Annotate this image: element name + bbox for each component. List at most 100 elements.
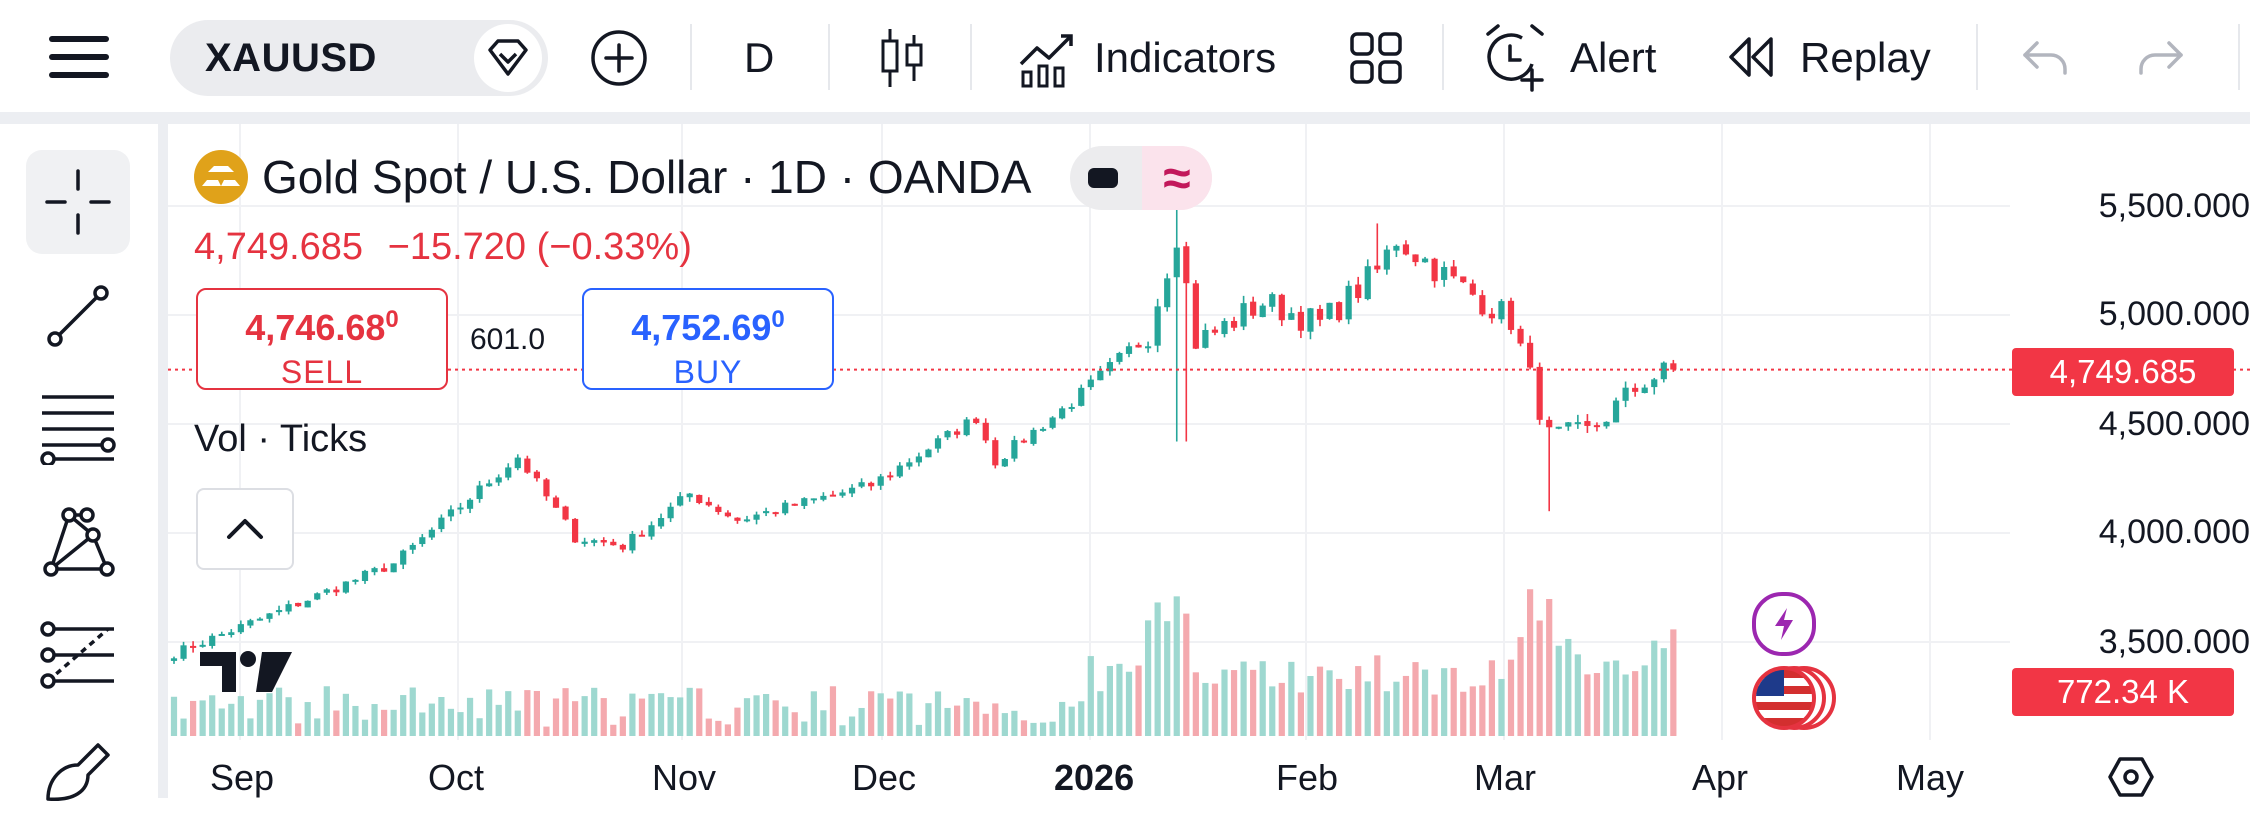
volume-bar	[1059, 701, 1066, 736]
collapse-legend-button[interactable]	[1088, 168, 1118, 188]
replay-label[interactable]: Replay	[1800, 34, 1931, 81]
candle-body	[944, 431, 951, 438]
volume-bar	[581, 696, 588, 736]
volume-bar	[925, 703, 932, 736]
time-axis-label: Apr	[1692, 757, 1749, 798]
volume-bar	[1593, 673, 1601, 736]
symbol-title[interactable]: Gold Spot / U.S. Dollar · 1D · OANDA	[262, 151, 1032, 203]
candle-body	[466, 499, 474, 509]
candle-body	[1421, 258, 1429, 263]
time-axis-label: 2026	[1054, 757, 1135, 798]
lightning-event-button[interactable]	[1752, 592, 1816, 656]
alert-button[interactable]	[1480, 24, 1550, 92]
volume-bar	[591, 687, 598, 736]
candle-body	[524, 458, 531, 473]
candle-body	[705, 501, 712, 506]
candle-body	[495, 477, 502, 483]
economic-events-button[interactable]	[1752, 664, 1836, 730]
candle-body	[1192, 283, 1199, 349]
wave-icon[interactable]: ≈	[1142, 146, 1212, 210]
layouts-button[interactable]	[1346, 28, 1406, 88]
crosshair-tool[interactable]	[26, 150, 130, 254]
price-axis[interactable]: 5,500.000 5,000.000 4,500.000 4,000.000 …	[2010, 124, 2250, 754]
volume-bar	[1364, 681, 1371, 736]
undo-button[interactable]	[2018, 34, 2074, 80]
candle-body	[1364, 266, 1371, 300]
volume-bar	[1145, 620, 1152, 736]
volume-bar	[791, 712, 798, 736]
volume-bar	[1297, 692, 1304, 736]
candle-body	[256, 618, 264, 621]
trend-line-tool[interactable]	[26, 264, 130, 368]
brush-tool[interactable]	[26, 718, 130, 822]
volume-bar	[1049, 721, 1056, 736]
spread-value: 601.0	[470, 323, 546, 356]
gold-bars-icon	[202, 166, 240, 186]
pattern-tool[interactable]	[26, 490, 130, 594]
candle-body	[1250, 301, 1257, 316]
replay-button[interactable]	[1726, 32, 1776, 82]
redo-button[interactable]	[2132, 34, 2188, 80]
volume-bar	[1374, 655, 1381, 736]
volume-bar	[686, 687, 693, 736]
candle-body	[868, 482, 875, 487]
candle-body	[1345, 285, 1352, 320]
volume-bar	[333, 710, 340, 736]
time-axis-label: Oct	[428, 757, 485, 798]
volume-bar	[1154, 602, 1161, 736]
chart-pane[interactable]	[168, 124, 2250, 798]
candle-body	[753, 514, 760, 520]
volume-bar	[1288, 661, 1295, 736]
menu-button[interactable]	[40, 28, 118, 86]
candle-body	[428, 529, 435, 538]
buy-button[interactable]: 4,752.690 BUY	[582, 288, 834, 390]
candle-body	[247, 620, 254, 626]
chart-type-button[interactable]	[876, 26, 928, 90]
volume-bar	[304, 702, 311, 736]
candle-body	[533, 471, 540, 479]
tradingview-logo[interactable]	[196, 646, 296, 701]
volume-bar	[275, 687, 283, 736]
candle-body	[1059, 408, 1066, 419]
sell-button[interactable]: 4,746.680 SELL	[196, 288, 448, 390]
candle-body	[734, 517, 741, 521]
candle-body	[1020, 440, 1028, 443]
volume-bar	[753, 695, 760, 736]
chart-settings-button[interactable]	[2108, 756, 2160, 798]
interval-button[interactable]: D	[744, 34, 775, 81]
symbol-label[interactable]: XAUUSD	[205, 36, 377, 80]
fib-retracement-tool[interactable]	[26, 376, 130, 480]
candle-body	[1507, 300, 1515, 330]
candle-body	[743, 519, 751, 522]
compare-symbol-button[interactable]	[586, 28, 652, 88]
symbol-badge[interactable]	[474, 24, 542, 92]
volume-indicator-label[interactable]: Vol · Ticks	[194, 418, 368, 460]
candle-body	[476, 485, 483, 500]
candle-body	[619, 544, 626, 550]
candle-body	[1622, 387, 1629, 401]
lightning-icon	[1775, 608, 1793, 640]
price-chart[interactable]	[168, 124, 2250, 798]
candle-body	[409, 544, 416, 550]
sell-price-main: 4,746.68	[245, 307, 386, 348]
candle-body	[1565, 422, 1572, 427]
candle-body	[1555, 426, 1562, 429]
indicators-label[interactable]: Indicators	[1094, 34, 1277, 81]
indicators-button[interactable]	[1012, 26, 1082, 90]
collapse-indicators-button[interactable]	[196, 488, 294, 570]
forecasting-tool[interactable]	[26, 604, 130, 708]
toolbar-divider	[1976, 24, 1978, 90]
volume-bar	[610, 724, 617, 736]
grid-icon	[1350, 32, 1402, 84]
candle-body	[973, 418, 980, 423]
candle-body	[1431, 258, 1438, 282]
volume-bar	[677, 697, 684, 736]
candle-body	[543, 479, 550, 497]
candle-body	[438, 517, 445, 530]
candle-body	[1001, 459, 1008, 467]
candle-body	[1641, 387, 1648, 394]
alert-label[interactable]: Alert	[1570, 34, 1657, 81]
hamburger-icon	[49, 36, 109, 78]
volume-bar	[390, 709, 397, 736]
candle-body	[1278, 294, 1285, 321]
